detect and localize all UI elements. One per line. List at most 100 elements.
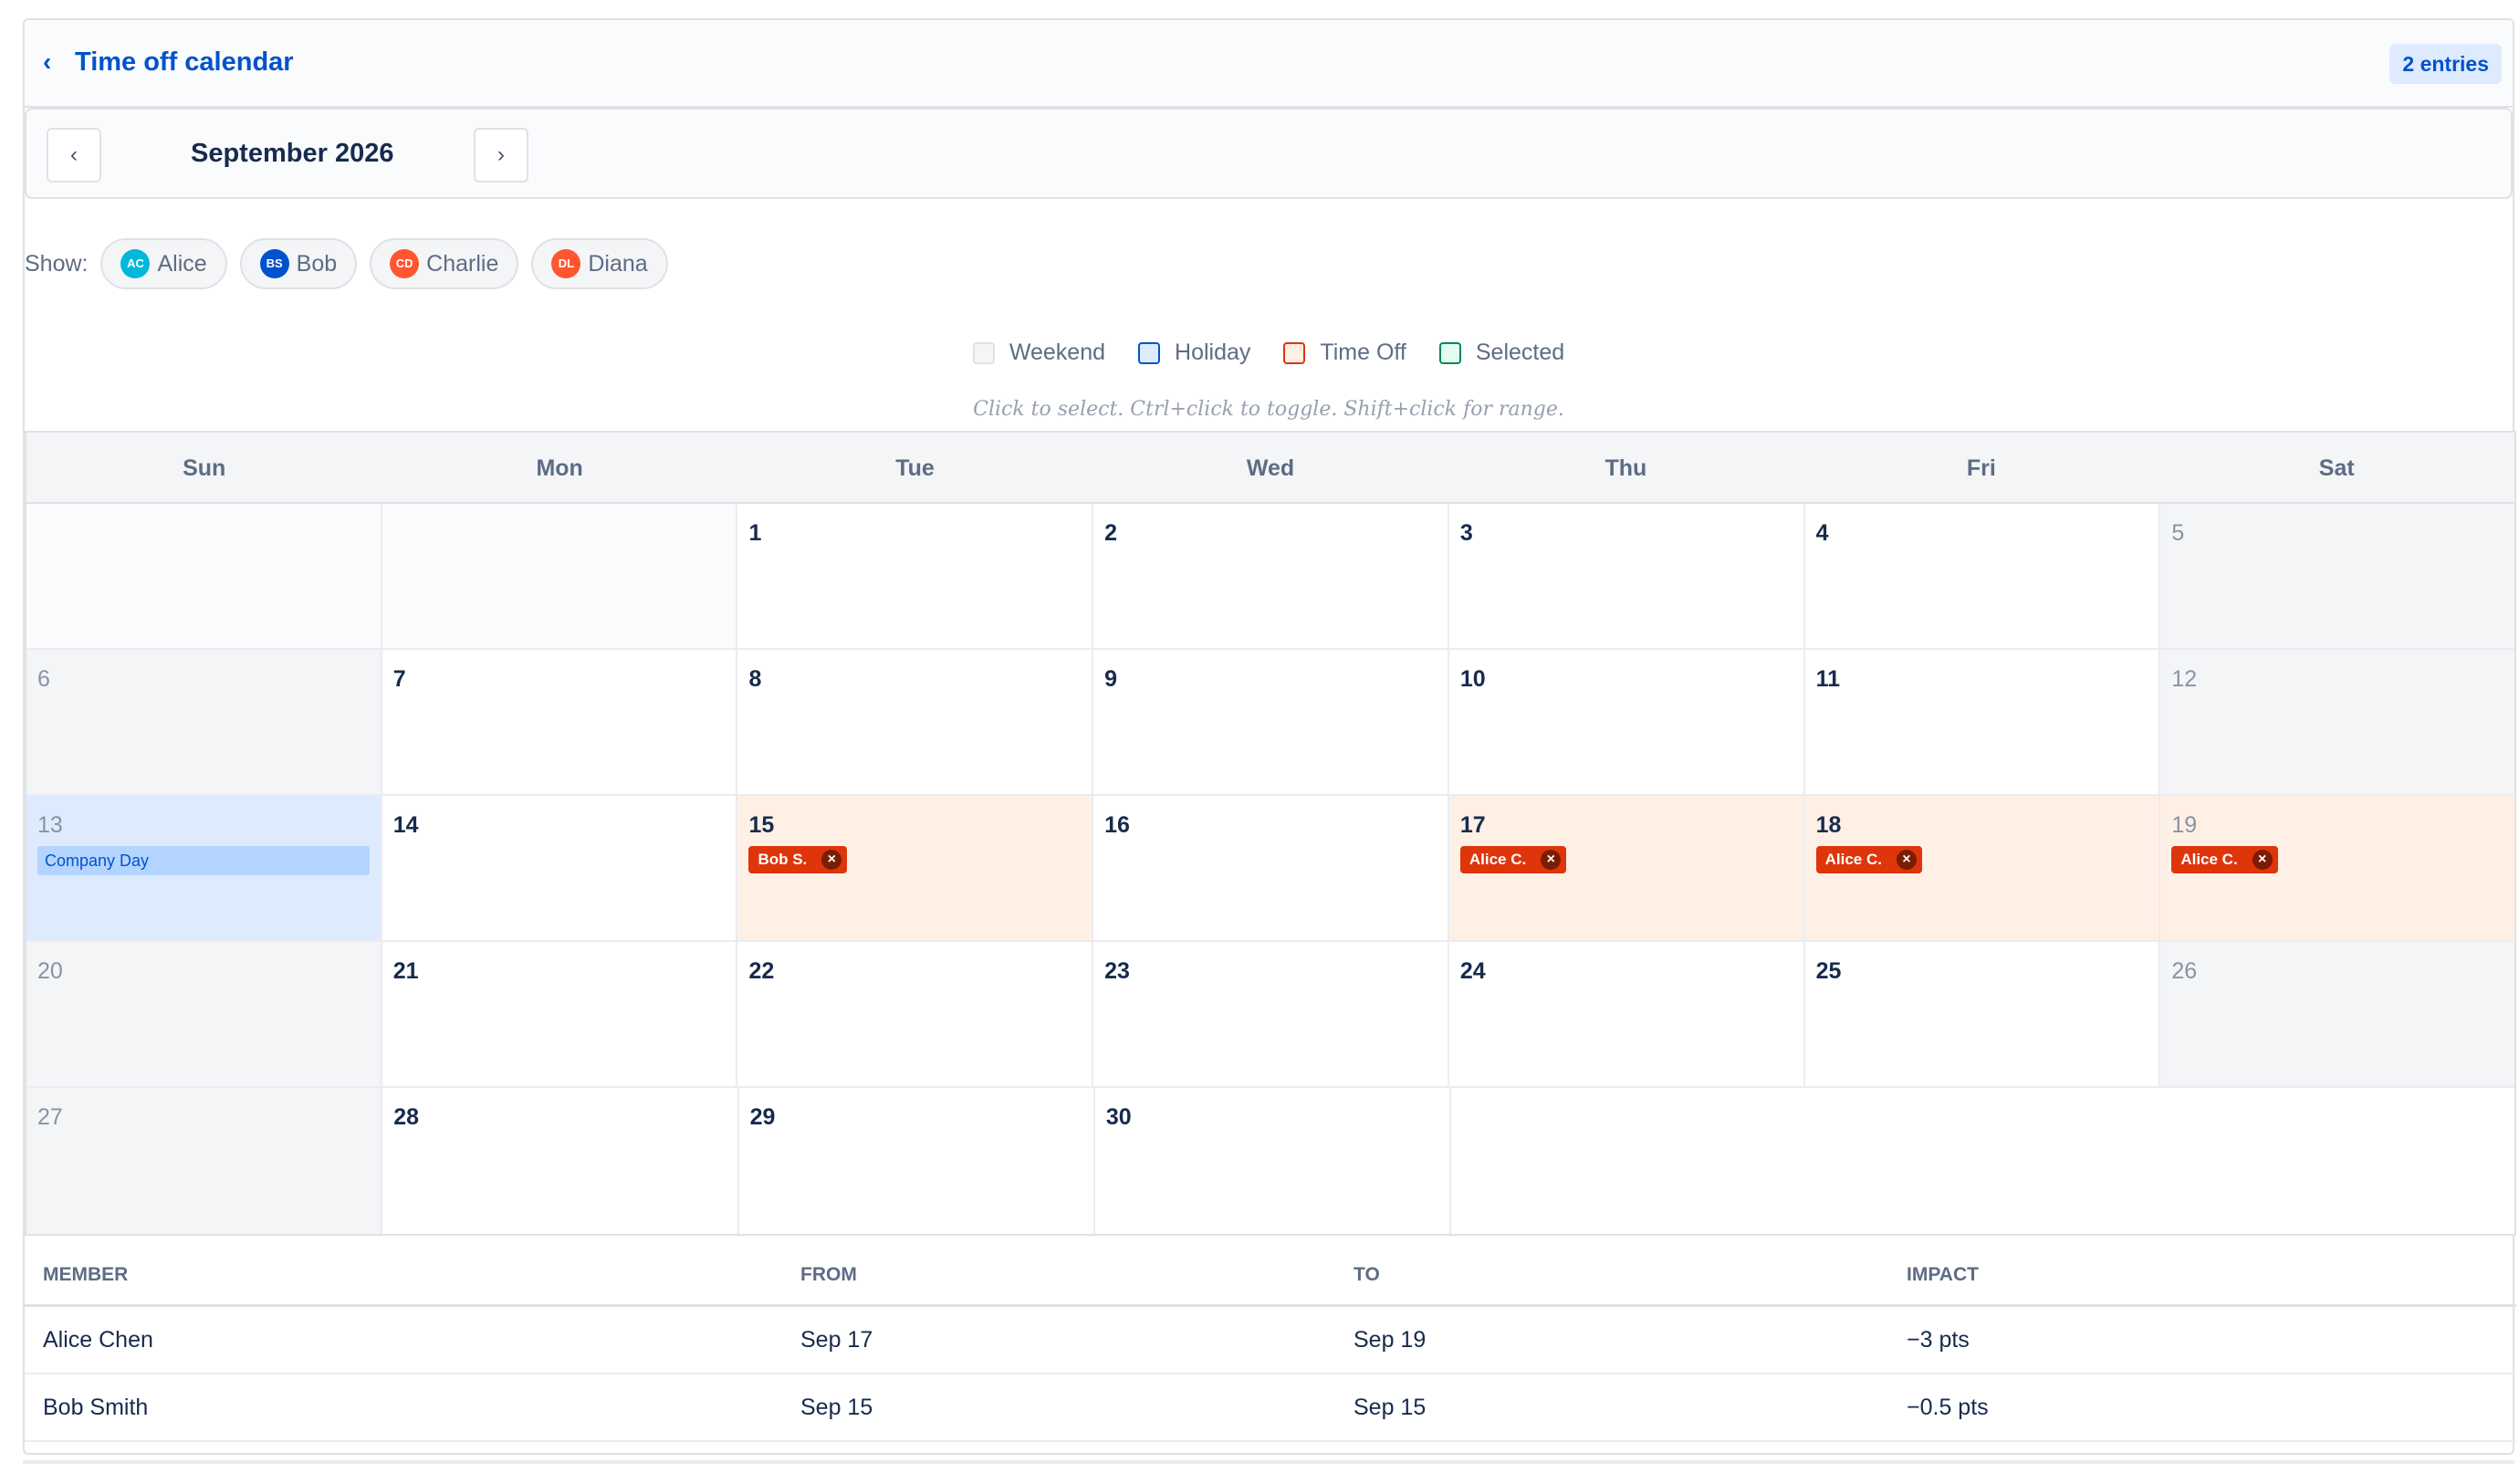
- calendar-legend: Weekend Holiday Time Off Selected: [25, 340, 2513, 366]
- holiday-tag: Company Day: [37, 846, 370, 875]
- calendar-day-28[interactable]: 28: [382, 1088, 739, 1234]
- calendar-day-9[interactable]: 9: [1093, 650, 1449, 794]
- calendar-day-3[interactable]: 3: [1449, 504, 1805, 648]
- legend-swatch: [1283, 341, 1306, 364]
- table-cell-to: Sep 15: [1354, 1394, 1427, 1420]
- calendar-day-11[interactable]: 11: [1805, 650, 2161, 794]
- day-number: 12: [2171, 666, 2198, 692]
- calendar-day-10[interactable]: 10: [1449, 650, 1805, 794]
- calendar-day-4[interactable]: 4: [1805, 504, 2161, 648]
- table-cell-from: Sep 17: [800, 1326, 873, 1353]
- weekday-header-fri: Fri: [1966, 455, 1996, 481]
- day-number: 8: [748, 666, 762, 692]
- previous-month-button[interactable]: ‹: [47, 128, 101, 183]
- day-number: 9: [1104, 666, 1118, 692]
- calendar-week-row: 20 21 22 23 24 25 26: [26, 942, 2515, 1088]
- day-number: 29: [749, 1104, 776, 1130]
- table-cell-impact: −0.5 pts: [1907, 1394, 1989, 1420]
- calendar-day-17[interactable]: 17 Alice C. ×: [1448, 796, 1805, 940]
- calendar-day-13[interactable]: 13 Company Day: [26, 796, 382, 940]
- calendar-day-14[interactable]: 14: [382, 796, 738, 940]
- calendar-day-30[interactable]: 30: [1095, 1088, 1452, 1234]
- day-number: 30: [1105, 1104, 1132, 1130]
- calendar-day-29[interactable]: 29: [739, 1088, 1095, 1234]
- calendar-day-20[interactable]: 20: [26, 942, 382, 1086]
- calendar-day-2[interactable]: 2: [1093, 504, 1449, 648]
- day-number: 24: [1459, 958, 1486, 984]
- legend-swatch: [1138, 341, 1161, 364]
- calendar-week-row: 27 28 29 30: [26, 1088, 2514, 1234]
- day-number: 27: [37, 1104, 63, 1130]
- calendar-day-15[interactable]: 15 Bob S. ×: [737, 796, 1094, 940]
- calendar-day-22[interactable]: 22: [737, 942, 1094, 1086]
- calendar-day-23[interactable]: 23: [1093, 942, 1449, 1086]
- calendar-day-16[interactable]: 16: [1093, 796, 1449, 940]
- legend-item-selected: Selected: [1438, 340, 1565, 366]
- member-chip-bob[interactable]: BS Bob: [239, 238, 358, 289]
- day-number: 13: [37, 812, 63, 838]
- legend-swatch: [972, 341, 995, 364]
- legend-label: Holiday: [1175, 340, 1251, 365]
- day-number: 6: [37, 666, 50, 692]
- calendar-day-5[interactable]: 5: [2160, 504, 2515, 648]
- remove-time-off-icon[interactable]: ×: [1541, 850, 1562, 870]
- calendar-day-12[interactable]: 12: [2160, 650, 2515, 794]
- calendar-day-26[interactable]: 26: [2160, 942, 2515, 1086]
- day-number: 19: [2171, 812, 2198, 838]
- calendar-week-row: 13 Company Day 14 15 Bob S. × 16 17 Alice C. × 18 A…: [26, 796, 2515, 942]
- remove-time-off-icon[interactable]: ×: [821, 850, 842, 870]
- calendar-week-row: 6 7 8 9 10 11 12: [26, 650, 2515, 796]
- table-cell-from: Sep 15: [800, 1394, 873, 1420]
- calendar-day-24[interactable]: 24: [1449, 942, 1805, 1086]
- page-title: Time off calendar: [75, 47, 294, 77]
- month-navigation: ‹ September 2026 ›: [25, 108, 2513, 199]
- time-off-tag[interactable]: Alice C. ×: [1815, 846, 1922, 873]
- calendar-day-18[interactable]: 18 Alice C. ×: [1804, 796, 2161, 940]
- calendar-day-27[interactable]: 27: [26, 1088, 383, 1234]
- table-cell-member: Alice Chen: [43, 1326, 153, 1353]
- legend-label: Selected: [1475, 340, 1565, 365]
- calendar-day-empty: [382, 504, 738, 648]
- calendar-day-6[interactable]: 6: [26, 650, 382, 794]
- remove-time-off-icon[interactable]: ×: [2252, 850, 2273, 870]
- time-off-table: MEMBER FROM TO IMPACT Alice Chen Sep 17 Sep 1…: [25, 1249, 2516, 1442]
- next-month-button[interactable]: ›: [474, 128, 528, 183]
- time-off-tag[interactable]: Bob S. ×: [748, 846, 848, 873]
- time-off-tag[interactable]: Alice C. ×: [2171, 846, 2278, 873]
- table-row[interactable]: Bob Smith Sep 15 Sep 15 −0.5 pts: [25, 1374, 2516, 1442]
- calendar-day-1[interactable]: 1: [737, 504, 1094, 648]
- calendar-day-8[interactable]: 8: [737, 650, 1094, 794]
- weekday-header-sun: Sun: [183, 455, 226, 481]
- day-number: 15: [748, 812, 775, 838]
- calendar-day-21[interactable]: 21: [382, 942, 738, 1086]
- day-number: 10: [1459, 666, 1486, 692]
- time-off-tag[interactable]: Alice C. ×: [1459, 846, 1567, 873]
- remove-time-off-icon[interactable]: ×: [1896, 850, 1917, 870]
- legend-label: Time Off: [1320, 340, 1406, 365]
- weekday-header-row: Sun Mon Tue Wed Thu Fri Sat: [26, 433, 2514, 504]
- table-header-row: MEMBER FROM TO IMPACT: [25, 1249, 2516, 1307]
- chevron-left-icon[interactable]: ‹: [43, 47, 52, 76]
- day-number: 21: [392, 958, 419, 984]
- day-number: 1: [748, 520, 762, 546]
- time-off-tag-label: Bob S.: [758, 851, 808, 868]
- entries-count-badge: 2 entries: [2389, 44, 2502, 84]
- panel-header: ‹ Time off calendar 2 entries: [25, 20, 2513, 108]
- legend-item-holiday: Holiday: [1138, 340, 1250, 366]
- member-chip-charlie[interactable]: CD Charlie: [370, 238, 519, 289]
- member-chip-label: Diana: [588, 250, 648, 277]
- column-header-to: TO: [1354, 1264, 1380, 1285]
- member-chip-diana[interactable]: DL Diana: [531, 238, 668, 289]
- day-number: 25: [1815, 958, 1842, 984]
- legend-label: Weekend: [1009, 340, 1106, 365]
- day-number: 17: [1459, 812, 1486, 838]
- day-number: 11: [1815, 666, 1841, 692]
- calendar-day-empty: [1805, 1088, 2160, 1234]
- member-chip-alice[interactable]: AC Alice: [100, 238, 227, 289]
- calendar-day-19[interactable]: 19 Alice C. ×: [2160, 796, 2515, 940]
- member-filter: Show: AC Alice BS Bob CD Charlie DL Diana: [25, 237, 681, 290]
- calendar-day-25[interactable]: 25: [1805, 942, 2161, 1086]
- table-row[interactable]: Alice Chen Sep 17 Sep 19 −3 pts: [25, 1307, 2516, 1374]
- avatar: AC: [120, 249, 151, 278]
- calendar-day-7[interactable]: 7: [382, 650, 738, 794]
